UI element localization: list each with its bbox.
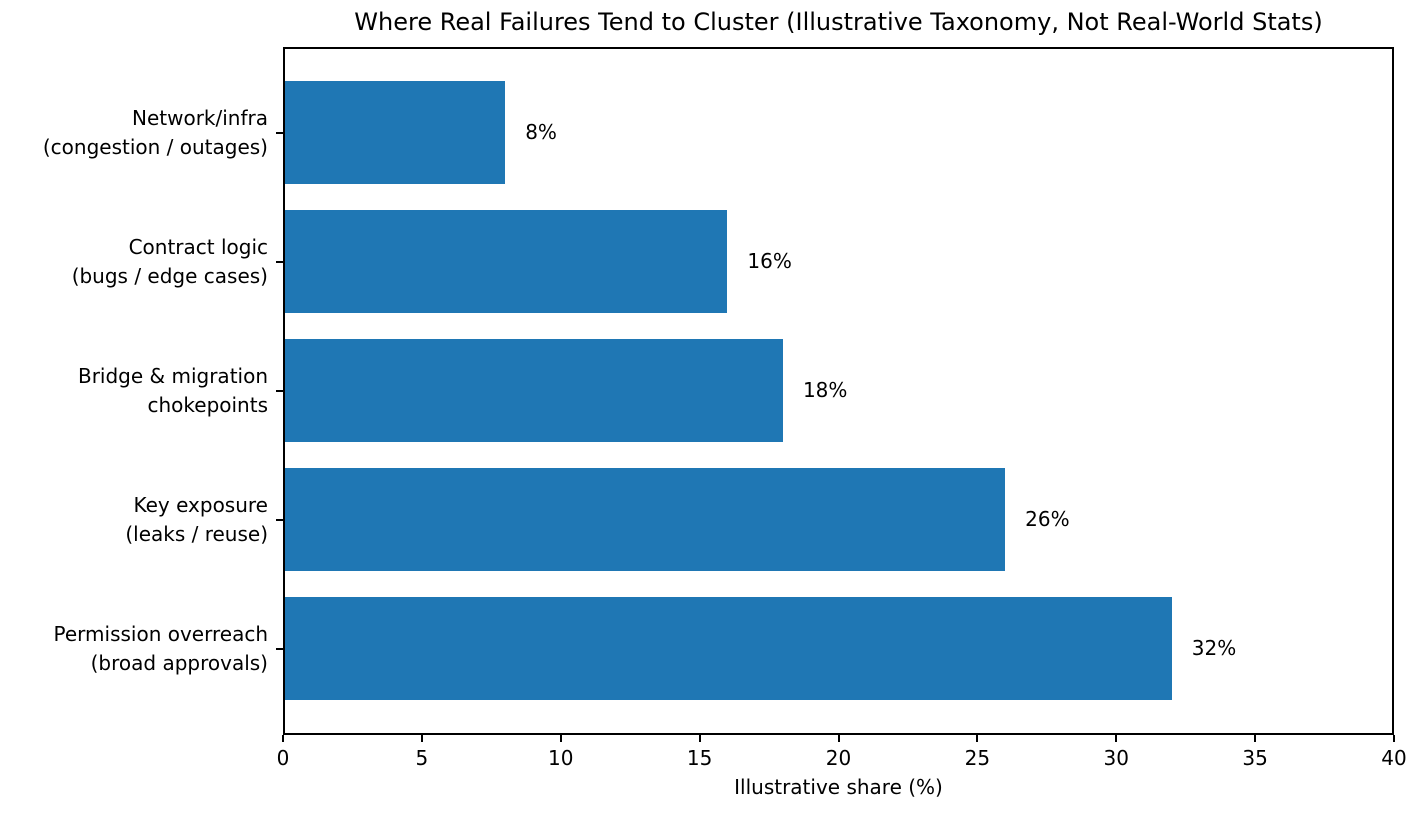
chart-title: Where Real Failures Tend to Cluster (Ill… [354,8,1323,36]
bar [283,210,728,313]
y-tick-label: Permission overreach (broad approvals) [0,620,269,678]
y-tick-label-line: Permission overreach [53,621,269,646]
x-tick-mark [1115,735,1118,742]
y-tick-label-line: (bugs / edge cases) [71,263,268,288]
x-tick-mark [1393,735,1395,742]
x-axis-label: Illustrative share (%) [734,775,943,799]
y-tick-mark [276,647,283,650]
bar [283,339,783,442]
bar-value-label: 16% [747,249,792,273]
bar-value-label: 8% [525,120,557,144]
bar [283,468,1006,571]
x-tick-label: 20 [825,746,852,770]
x-tick-mark [559,735,562,742]
y-tick-mark [276,131,283,134]
x-tick-mark [698,735,701,742]
x-tick-mark [420,735,423,742]
x-tick-mark [282,735,284,742]
x-tick-mark [837,735,840,742]
x-tick-label: 10 [548,746,574,770]
y-tick-label: Contract logic (bugs / edge cases) [0,233,268,291]
y-tick-label-line: Bridge & migration [77,363,268,388]
y-tick-label: Bridge & migration chokepoints [0,362,268,420]
x-tick-label: 15 [686,746,713,770]
x-tick-label: 40 [1381,746,1407,770]
bar-value-label: 26% [1025,507,1070,531]
y-tick-label: Key exposure (leaks / reuse) [0,491,268,549]
y-tick-mark [276,389,283,392]
bar [283,81,506,184]
y-tick-label-line: (leaks / reuse) [125,521,268,546]
y-tick-label-line: (congestion / outages) [42,134,268,159]
bar-value-label: 32% [1191,636,1237,660]
bar [283,597,1172,700]
x-tick-label: 30 [1103,746,1129,770]
y-tick-mark [276,260,283,263]
y-tick-label-line: chokepoints [147,392,268,417]
y-tick-label-line: Contract logic [128,234,268,259]
y-tick-label-line: (broad approvals) [90,650,268,675]
x-tick-label: 25 [964,746,991,770]
y-tick-mark [276,518,283,521]
x-tick-label: 5 [415,746,429,770]
x-tick-mark [1254,735,1257,742]
y-tick-label-line: Network/infra [132,105,268,130]
bar-value-label: 18% [802,378,848,402]
x-tick-label: 35 [1242,746,1268,770]
y-tick-label: Network/infra (congestion / outages) [0,104,268,162]
x-tick-mark [976,735,979,742]
y-tick-label-line: Key exposure [133,492,268,517]
x-tick-label: 0 [276,746,290,770]
